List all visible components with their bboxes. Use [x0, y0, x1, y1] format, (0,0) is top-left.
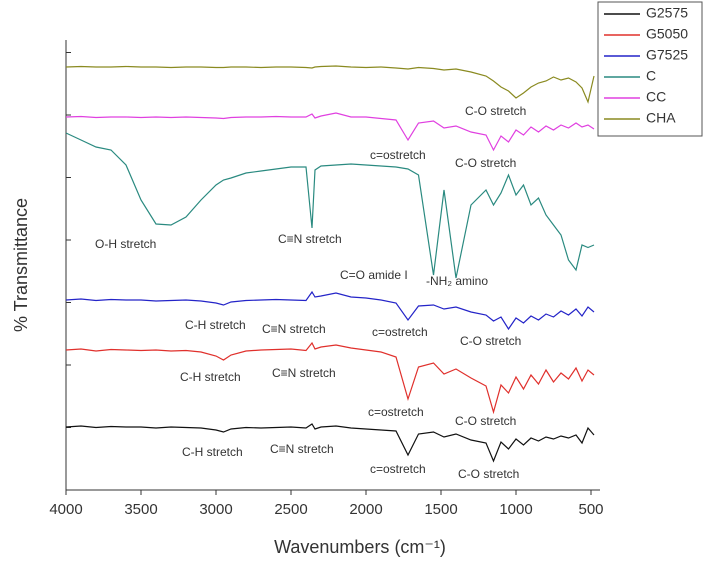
legend-label: G7525 [646, 47, 688, 63]
annotation: C≡N stretch [272, 366, 336, 380]
spectrum-line [65, 112, 595, 152]
annotation: C-H stretch [182, 445, 243, 459]
legend-label: G2575 [646, 5, 688, 21]
annotation: C-O stretch [455, 414, 516, 428]
x-tick-label: 3000 [199, 501, 232, 518]
annotation: c=ostretch [368, 405, 424, 419]
spectrum-line [65, 423, 595, 463]
annotation: C≡N stretch [270, 442, 334, 456]
annotation: c=ostretch [372, 325, 428, 339]
x-tick-label: 500 [578, 501, 603, 518]
legend-label: CC [646, 89, 666, 105]
annotation: C≡N stretch [262, 322, 326, 336]
annotation: C-O stretch [465, 104, 526, 118]
annotation: C=O amide I [340, 268, 408, 282]
x-tick-label: 2500 [274, 501, 307, 518]
x-tick-label: 3500 [124, 501, 157, 518]
annotation: C≡N stretch [278, 232, 342, 246]
x-axis-title: Wavenumbers (cm⁻¹) [274, 537, 446, 557]
spectrum-line [65, 290, 595, 331]
annotation: C-O stretch [458, 467, 519, 481]
legend-label: G5050 [646, 26, 688, 42]
x-tick-label: 2000 [349, 501, 382, 518]
spectrum-line [65, 341, 595, 415]
annotation: C-H stretch [185, 318, 246, 332]
annotation: C-O stretch [455, 156, 516, 170]
legend-label: CHA [646, 110, 676, 126]
legend-box [597, 1, 703, 137]
spectrum-line [65, 65, 595, 104]
spectrum-line [65, 132, 595, 279]
annotation: O-H stretch [95, 237, 156, 251]
x-tick-label: 1000 [499, 501, 532, 518]
legend-label: C [646, 68, 656, 84]
y-axis-title: % Transmittance [11, 198, 31, 332]
annotation: C-H stretch [180, 370, 241, 384]
annotation: -NH₂ amino [426, 274, 488, 288]
annotation: C-O stretch [460, 334, 521, 348]
annotation: c=ostretch [370, 462, 426, 476]
x-tick-label: 1500 [424, 501, 457, 518]
x-tick-label: 4000 [49, 501, 82, 518]
annotation: c=ostretch [370, 148, 426, 162]
